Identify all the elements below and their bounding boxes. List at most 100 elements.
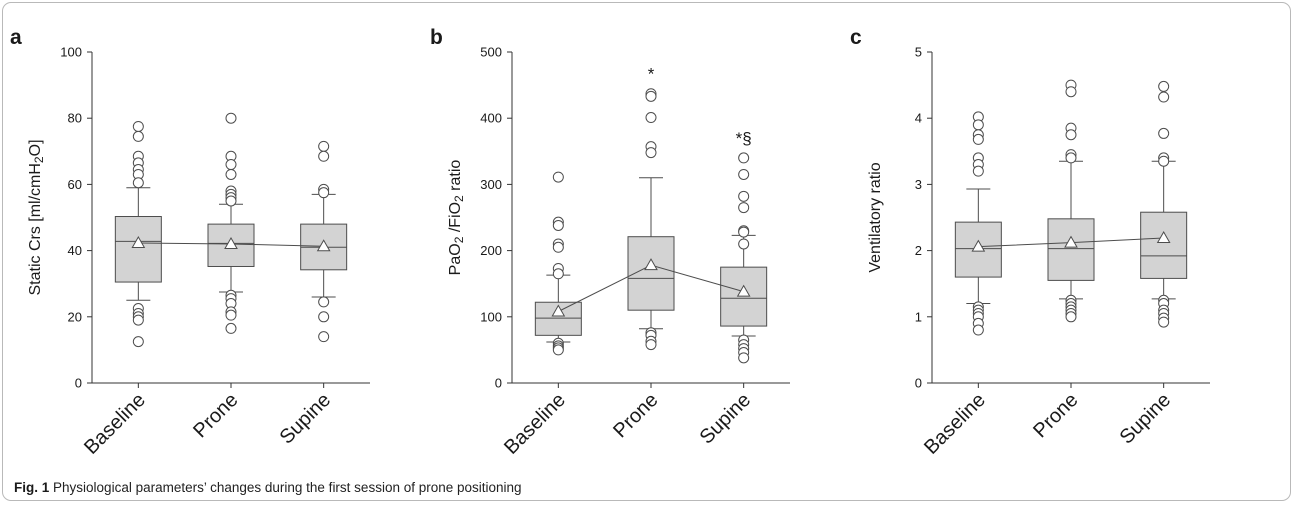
y-tick-label: 100 bbox=[60, 45, 82, 60]
outlier-point bbox=[1158, 91, 1170, 103]
outlier-point bbox=[318, 311, 330, 323]
mean-marker bbox=[316, 239, 331, 252]
outlier-point bbox=[318, 140, 330, 152]
y-tick-label: 20 bbox=[68, 309, 82, 324]
outlier-point bbox=[132, 177, 144, 189]
y-axis-label: Ventilatory ratio bbox=[867, 162, 884, 272]
outlier-point bbox=[1158, 80, 1170, 92]
y-tick-label: 0 bbox=[915, 376, 922, 391]
outlier-point bbox=[972, 324, 984, 336]
outlier-point bbox=[645, 112, 657, 124]
box-baseline bbox=[114, 120, 162, 348]
outlier-point bbox=[1065, 129, 1077, 141]
chart-panel-c: c 0 1 2 3 4 5 Ventilatory ratio Baseline Prone Sup… bbox=[850, 26, 1210, 459]
y-tick-label: 0 bbox=[75, 376, 82, 391]
outlier-point bbox=[318, 150, 330, 162]
x-tick-label: Prone bbox=[609, 389, 662, 442]
outlier-point bbox=[552, 268, 564, 280]
panel-label: c bbox=[850, 26, 862, 49]
outlier-point bbox=[1065, 152, 1077, 164]
significance-marker: *§ bbox=[736, 129, 752, 148]
caption-text: Physiological parameters’ changes during… bbox=[53, 480, 522, 495]
box-baseline bbox=[954, 111, 1002, 336]
outlier-point bbox=[552, 241, 564, 253]
x-tick-label: Baseline bbox=[920, 389, 990, 459]
outlier-point bbox=[738, 238, 750, 250]
outlier-point bbox=[132, 120, 144, 132]
outlier-point bbox=[738, 168, 750, 180]
outlier-point bbox=[225, 168, 237, 180]
iqr-box bbox=[1140, 211, 1188, 279]
mean-marker bbox=[1156, 231, 1171, 244]
y-axis-label: PaO2 /FiO2 ratio bbox=[447, 160, 466, 276]
outlier-point bbox=[132, 336, 144, 348]
outlier-point bbox=[318, 296, 330, 308]
figure-caption: Fig. 1 Physiological parameters’ changes… bbox=[14, 480, 522, 495]
significance-marker: * bbox=[648, 65, 655, 84]
mean-marker bbox=[736, 284, 751, 297]
y-tick-label: 100 bbox=[480, 309, 502, 324]
x-tick-label: Supine bbox=[276, 389, 336, 449]
outlier-point bbox=[738, 226, 750, 238]
outlier-point bbox=[552, 219, 564, 231]
chart-panel-a: a 0 20 40 60 80 100 Static Crs [ml/cmH2O] Baseli… bbox=[10, 26, 370, 459]
outlier-point bbox=[1065, 311, 1077, 323]
y-tick-label: 200 bbox=[480, 243, 502, 258]
x-tick-label: Supine bbox=[1116, 389, 1176, 449]
iqr-box bbox=[1047, 218, 1095, 281]
outlier-point bbox=[1158, 155, 1170, 167]
mean-marker bbox=[971, 239, 986, 252]
outlier-point bbox=[972, 165, 984, 177]
mean-marker bbox=[551, 304, 566, 317]
x-tick-label: Baseline bbox=[500, 389, 570, 459]
outlier-point bbox=[645, 339, 657, 351]
y-tick-label: 0 bbox=[495, 376, 502, 391]
outlier-point bbox=[552, 344, 564, 356]
chart-panel-b: b 0 100 200 300 400 500 PaO2 /FiO2 ratio Baselin… bbox=[430, 26, 790, 459]
box-prone bbox=[1047, 79, 1095, 323]
box-prone bbox=[207, 112, 255, 334]
outlier-point bbox=[225, 159, 237, 171]
y-tick-label: 2 bbox=[915, 243, 922, 258]
box-prone: * bbox=[627, 65, 675, 351]
outlier-point bbox=[972, 133, 984, 145]
outlier-point bbox=[132, 130, 144, 142]
outlier-point bbox=[738, 352, 750, 364]
outlier-point bbox=[318, 331, 330, 343]
outlier-point bbox=[1065, 86, 1077, 98]
panel-label: a bbox=[10, 26, 22, 49]
x-tick-label: Prone bbox=[1029, 389, 1082, 442]
y-tick-label: 1 bbox=[915, 309, 922, 324]
y-tick-label: 300 bbox=[480, 177, 502, 192]
box-baseline bbox=[534, 171, 582, 356]
y-tick-label: 4 bbox=[915, 111, 922, 126]
outlier-point bbox=[645, 147, 657, 159]
mean-marker bbox=[644, 258, 658, 271]
mean-marker bbox=[1064, 235, 1078, 248]
mean-marker bbox=[131, 235, 146, 248]
outlier-point bbox=[225, 322, 237, 334]
outlier-point bbox=[972, 119, 984, 131]
box-supine bbox=[1140, 80, 1188, 328]
y-tick-label: 5 bbox=[915, 45, 922, 60]
outlier-point bbox=[552, 171, 564, 183]
outlier-point bbox=[1158, 316, 1170, 328]
outlier-point bbox=[132, 314, 144, 326]
y-tick-label: 3 bbox=[915, 177, 922, 192]
outlier-point bbox=[225, 112, 237, 124]
mean-marker bbox=[224, 236, 238, 249]
outlier-point bbox=[225, 309, 237, 321]
y-axis-label: Static Crs [ml/cmH2O] bbox=[27, 139, 46, 295]
x-tick-label: Baseline bbox=[80, 389, 150, 459]
panel-label: b bbox=[430, 26, 443, 49]
y-tick-label: 60 bbox=[68, 177, 82, 192]
outlier-point bbox=[1158, 127, 1170, 139]
caption-label: Fig. 1 bbox=[14, 480, 50, 495]
x-tick-label: Supine bbox=[696, 389, 756, 449]
iqr-box bbox=[627, 236, 675, 311]
outlier-point bbox=[318, 187, 330, 199]
outlier-point bbox=[738, 152, 750, 164]
y-tick-label: 80 bbox=[68, 111, 82, 126]
x-tick-label: Prone bbox=[189, 389, 242, 442]
